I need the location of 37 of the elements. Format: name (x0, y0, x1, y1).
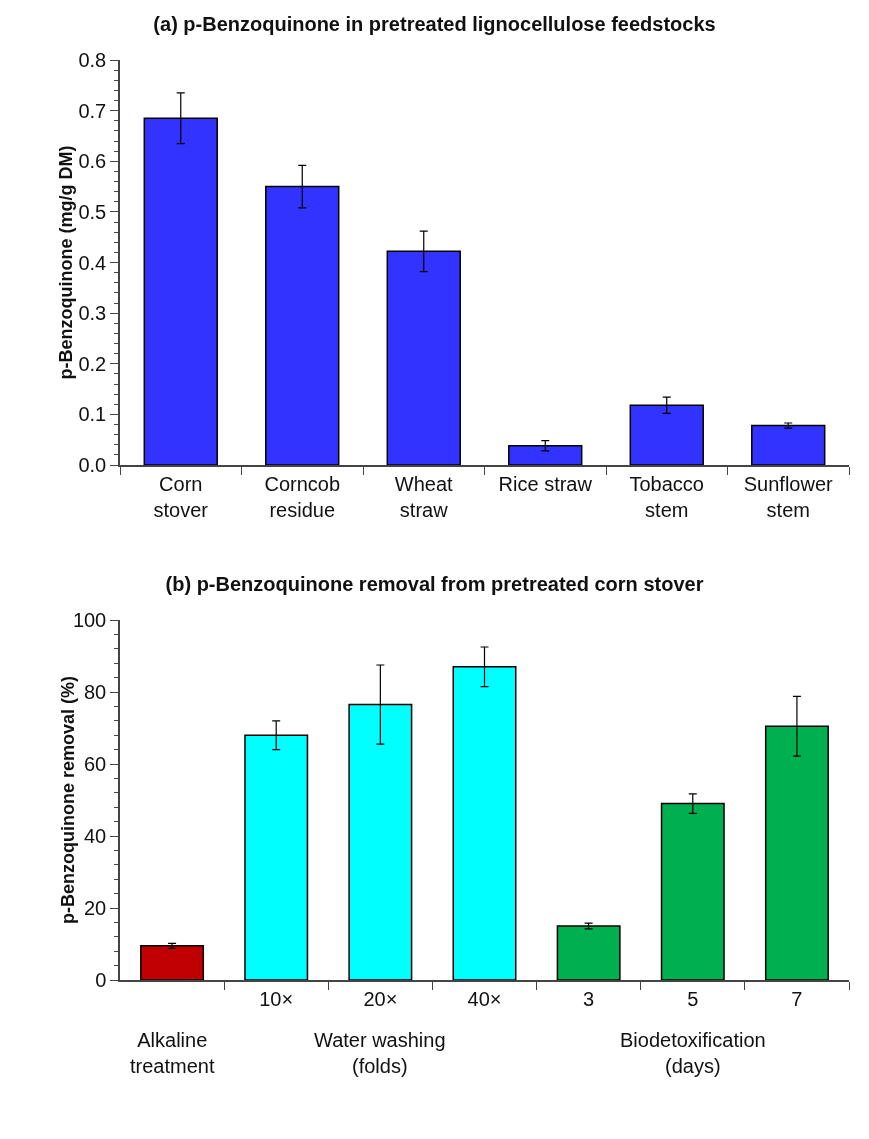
y-tick-label: 0.0 (78, 454, 107, 476)
text: Biodetoxification (days) (620, 1029, 766, 1077)
bar (751, 424, 826, 465)
y-tick-label: 0.1 (78, 403, 107, 426)
x-tick-label: Corncob residue (264, 472, 341, 521)
x-tick-label: 10× (259, 987, 294, 1010)
x-tick-label: 20× (363, 987, 398, 1010)
x-tick-label: Corn stover (153, 472, 209, 521)
y-tick-label: 60 (84, 753, 107, 775)
y-axis-title: p-Benzoquinone removal (%) (57, 675, 78, 925)
y-tick-label: 80 (84, 681, 107, 703)
y-tick-label: 0.6 (78, 150, 107, 173)
x-tick-label: 5 (687, 987, 699, 1010)
chart-title: (a) p-Benzoquinone in pretreated lignocellulose feedstocks (153, 12, 716, 35)
y-tick-label: 0.7 (78, 99, 107, 122)
y-tick-label: 0.8 (78, 49, 107, 71)
y-tick-label: 0.4 (78, 251, 107, 274)
y-tick-label: 0 (95, 969, 107, 991)
x-tick-label: 3 (583, 987, 595, 1010)
y-tick-label: 0.5 (78, 200, 107, 223)
y-tick-label: 0.2 (78, 352, 107, 375)
y-tick-label: 20 (84, 897, 107, 919)
text: Water washing (folds) (314, 1029, 446, 1077)
x-tick-label: 40× (467, 987, 502, 1010)
y-tick-label: 0.3 (78, 302, 107, 325)
text: Alkaline treatment (130, 1029, 215, 1077)
bar (140, 945, 205, 980)
x-tick-label: Wheat straw (394, 472, 454, 521)
x-tick-label: 7 (791, 987, 803, 1010)
x-tick-label: Sunflower stem (743, 472, 834, 521)
bar (556, 925, 621, 980)
x-tick-label: Rice straw (498, 472, 593, 495)
y-axis-title: p-Benzoquinone (mg/g DM) (56, 145, 77, 380)
x-tick-label: Tobacco stem (629, 472, 704, 521)
y-tick-label: 40 (84, 825, 107, 847)
chart-title: (b) p-Benzoquinone removal from pretreated corn stover (165, 572, 704, 595)
y-tick-label: 100 (72, 609, 107, 631)
